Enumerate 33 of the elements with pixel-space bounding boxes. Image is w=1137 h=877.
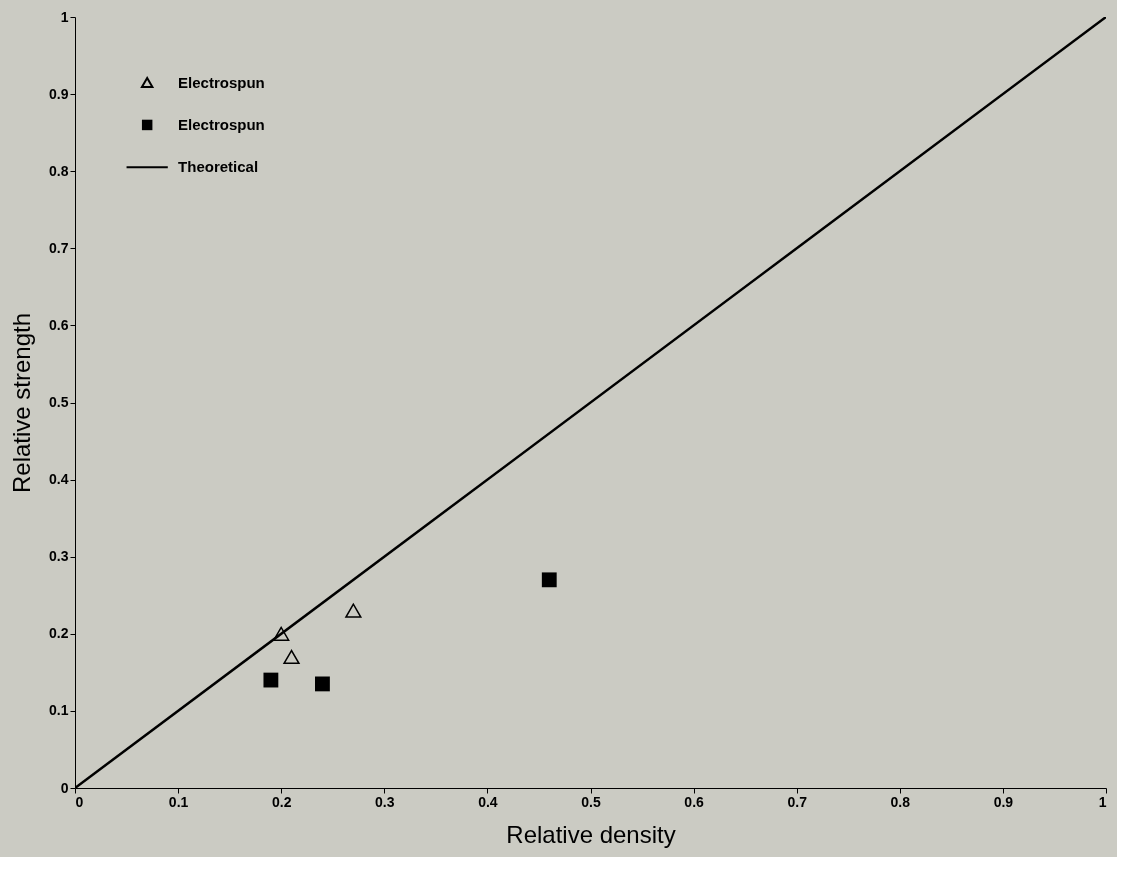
y-tick-label: 0.5 (49, 394, 69, 410)
y-tick-label: 1 (60, 8, 69, 25)
x-tick-label: 0.3 (375, 793, 395, 810)
y-tick-label: 0.6 (49, 316, 69, 333)
legend-label: Electrospun (178, 115, 265, 133)
y-tick-label: 0 (60, 779, 69, 796)
y-tick-label: 0.4 (49, 471, 69, 488)
y-tick-label: 0.8 (49, 162, 69, 179)
x-tick-label: 0.8 (890, 793, 911, 810)
x-tick-label: 1 (1098, 793, 1107, 810)
point (273, 626, 290, 641)
y-axis-title: Relative strength (8, 312, 36, 494)
point (315, 676, 330, 692)
y-tick-label: 0.9 (49, 85, 69, 102)
point (283, 649, 300, 665)
y-tick-label: 0.3 (49, 548, 69, 565)
x-tick-label: 0.6 (684, 793, 705, 810)
x-tick-label: 0.5 (581, 793, 601, 810)
y-tick-label: 0.1 (49, 702, 69, 719)
y-tick-label: 0.7 (49, 239, 69, 256)
point (263, 672, 279, 688)
x-tick-label: 0.7 (787, 793, 808, 810)
point (541, 572, 557, 588)
legend-label: Theoretical (178, 158, 259, 176)
x-axis-title: Relative density (506, 820, 676, 848)
point (345, 603, 362, 618)
x-tick-label: 0 (75, 793, 84, 810)
x-tick-label: 0.2 (271, 793, 292, 810)
x-tick-label: 0.4 (478, 793, 498, 810)
y-tick-label: 0.2 (49, 625, 69, 642)
x-tick-label: 0.1 (168, 793, 189, 810)
x-tick-label: 0.9 (993, 793, 1014, 810)
legend-label: Electrospun (178, 73, 265, 91)
